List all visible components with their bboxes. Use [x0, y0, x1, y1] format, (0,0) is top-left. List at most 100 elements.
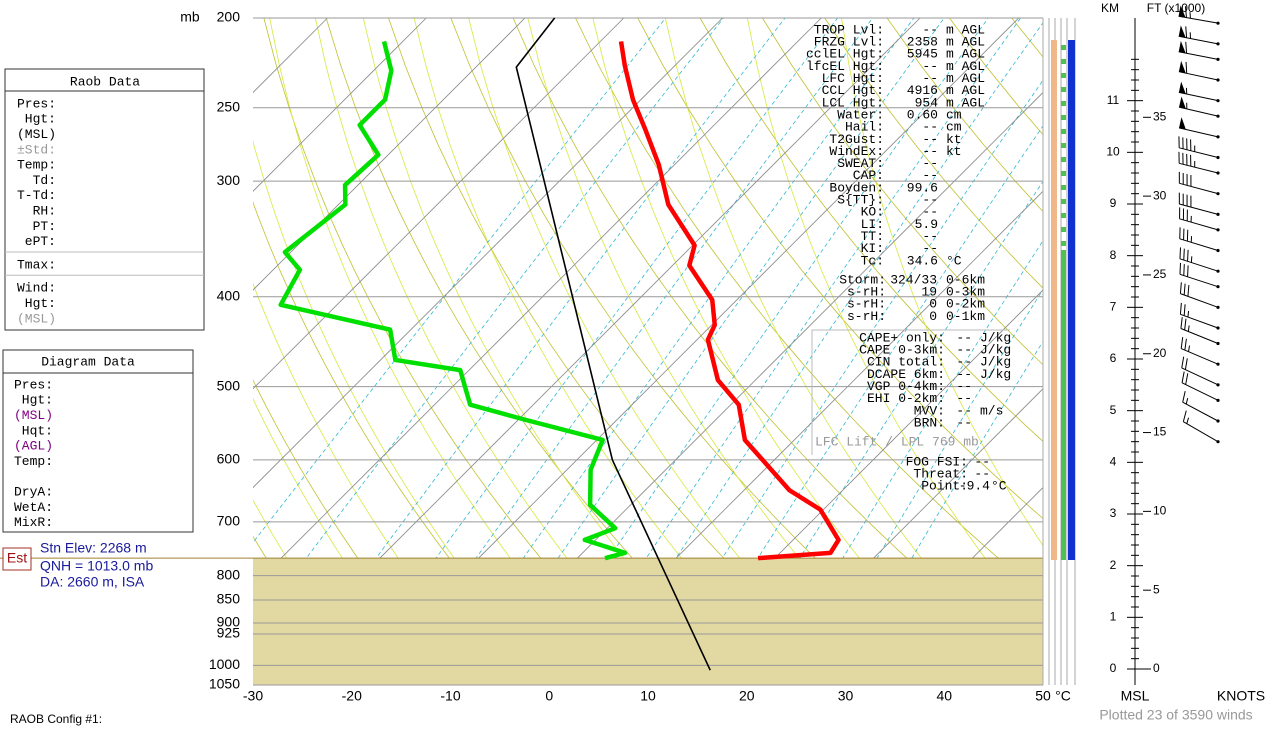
index-value: 5.9	[915, 217, 938, 232]
index-unit: kt	[946, 132, 962, 147]
x-tick-label: 0	[545, 688, 553, 704]
row-label: Hgt:	[25, 296, 56, 311]
lift-note: LFC Lift / LPL 769 mb	[815, 434, 979, 449]
index-label: EHI 0-2km:	[867, 391, 945, 406]
level-strip	[1061, 115, 1066, 120]
barb-half	[1187, 325, 1190, 332]
row-label: Hqt:	[22, 423, 53, 438]
dry-adiabat	[762, 18, 1043, 366]
level-strip	[1061, 59, 1066, 64]
row-label: Hgt:	[22, 393, 53, 408]
row-label: Temp:	[14, 454, 53, 469]
x-tick-label: 40	[936, 688, 952, 704]
barb-half	[1187, 310, 1190, 318]
wind-barb	[1178, 171, 1220, 196]
wind-barb	[1179, 247, 1220, 273]
index-unit: °C	[946, 253, 962, 268]
index-value: 0	[929, 297, 937, 312]
knots-label: KNOTS	[1217, 688, 1265, 704]
wind-barb	[1178, 96, 1220, 118]
barb-feather	[1187, 265, 1189, 277]
station-text: Stn Elev: 2268 m	[40, 540, 147, 556]
row-label: Tmax:	[17, 257, 56, 272]
barb-feather	[1179, 247, 1182, 259]
barb-feather	[1184, 338, 1187, 351]
barb-feather	[1179, 262, 1182, 275]
index-value: --	[956, 391, 972, 406]
wind-barb	[1178, 25, 1220, 46]
level-strip	[1061, 87, 1066, 92]
index-value: --	[922, 132, 938, 147]
wind-barb	[1178, 81, 1220, 103]
ft-tick-label: 25	[1153, 267, 1167, 281]
barb-base	[1216, 228, 1220, 232]
index-value: 19	[921, 285, 937, 300]
barb-feather	[1184, 6, 1187, 18]
level-strip	[1061, 213, 1066, 218]
index-label: Point:	[921, 479, 968, 494]
index-label: s-rH:	[847, 285, 886, 300]
barb-staff	[1180, 313, 1219, 329]
dry-adiabat	[637, 18, 1043, 520]
barb-feather	[1181, 371, 1185, 383]
barb-feather	[1183, 264, 1185, 276]
km-tick-label: 5	[1110, 403, 1117, 417]
dry-adiabat	[1074, 18, 1280, 685]
barb-base	[1216, 114, 1220, 118]
barb-pennant	[1178, 60, 1186, 74]
barb-staff	[1178, 51, 1219, 60]
index-unit: °C	[991, 479, 1007, 494]
y-tick-label: 925	[217, 625, 241, 641]
barb-staff	[1179, 218, 1219, 231]
index-value: --	[956, 367, 972, 382]
index-value: 4916	[907, 83, 938, 98]
row-label: (MSL)	[17, 311, 56, 326]
index-unit: 0-1km	[946, 309, 985, 324]
index-label: Hail:	[845, 120, 884, 135]
index-value: 2358	[907, 35, 938, 50]
index-label: cclEL Hgt:	[806, 47, 884, 62]
barb-feather	[1182, 390, 1186, 403]
index-value: 5945	[907, 47, 938, 62]
wind-barb	[1178, 117, 1220, 139]
row-label: ePT:	[25, 234, 56, 249]
index-value: 34.6	[907, 253, 938, 268]
index-value: --	[956, 379, 972, 394]
index-value: 324/33	[890, 272, 937, 287]
barb-staff	[1178, 106, 1219, 117]
index-label: CAP:	[853, 168, 884, 183]
index-value: --	[922, 229, 938, 244]
diagram-box	[2, 349, 194, 533]
index-unit: m AGL	[946, 59, 985, 74]
index-label: DCAPE 6km:	[867, 367, 945, 382]
temp-unit: °C	[1055, 688, 1071, 704]
row-label: MixR:	[14, 515, 53, 530]
row-label: RH:	[33, 204, 56, 219]
level-strip	[1061, 241, 1066, 246]
km-tick-label: 8	[1110, 248, 1117, 262]
km-tick-label: 3	[1110, 506, 1117, 520]
row-label: ±Std:	[17, 142, 56, 157]
index-value: --	[956, 330, 972, 345]
barb-base	[1216, 99, 1220, 103]
y-tick-label: 900	[217, 614, 241, 630]
barb-staff	[1180, 348, 1219, 365]
barb-feather	[1185, 26, 1188, 38]
index-value: 99.6	[907, 180, 938, 195]
row-label: Temp:	[17, 158, 56, 173]
level-strip	[1061, 143, 1066, 148]
index-unit: m AGL	[946, 35, 985, 50]
wind-barb	[1178, 60, 1220, 82]
barb-feather	[1184, 358, 1188, 370]
wind-barb	[1182, 390, 1220, 423]
barb-half	[1185, 397, 1189, 405]
km-label: KM	[1101, 1, 1119, 15]
x-tick-label: 30	[838, 688, 854, 704]
km-tick-label: 0	[1110, 661, 1117, 675]
wind-barb	[1178, 40, 1220, 61]
isotherm-extra	[253, 18, 526, 291]
index-label: KO:	[861, 205, 884, 220]
x-tick-label: -30	[243, 688, 263, 704]
index-label: s-rH:	[847, 309, 886, 324]
wind-barb	[1180, 317, 1220, 346]
